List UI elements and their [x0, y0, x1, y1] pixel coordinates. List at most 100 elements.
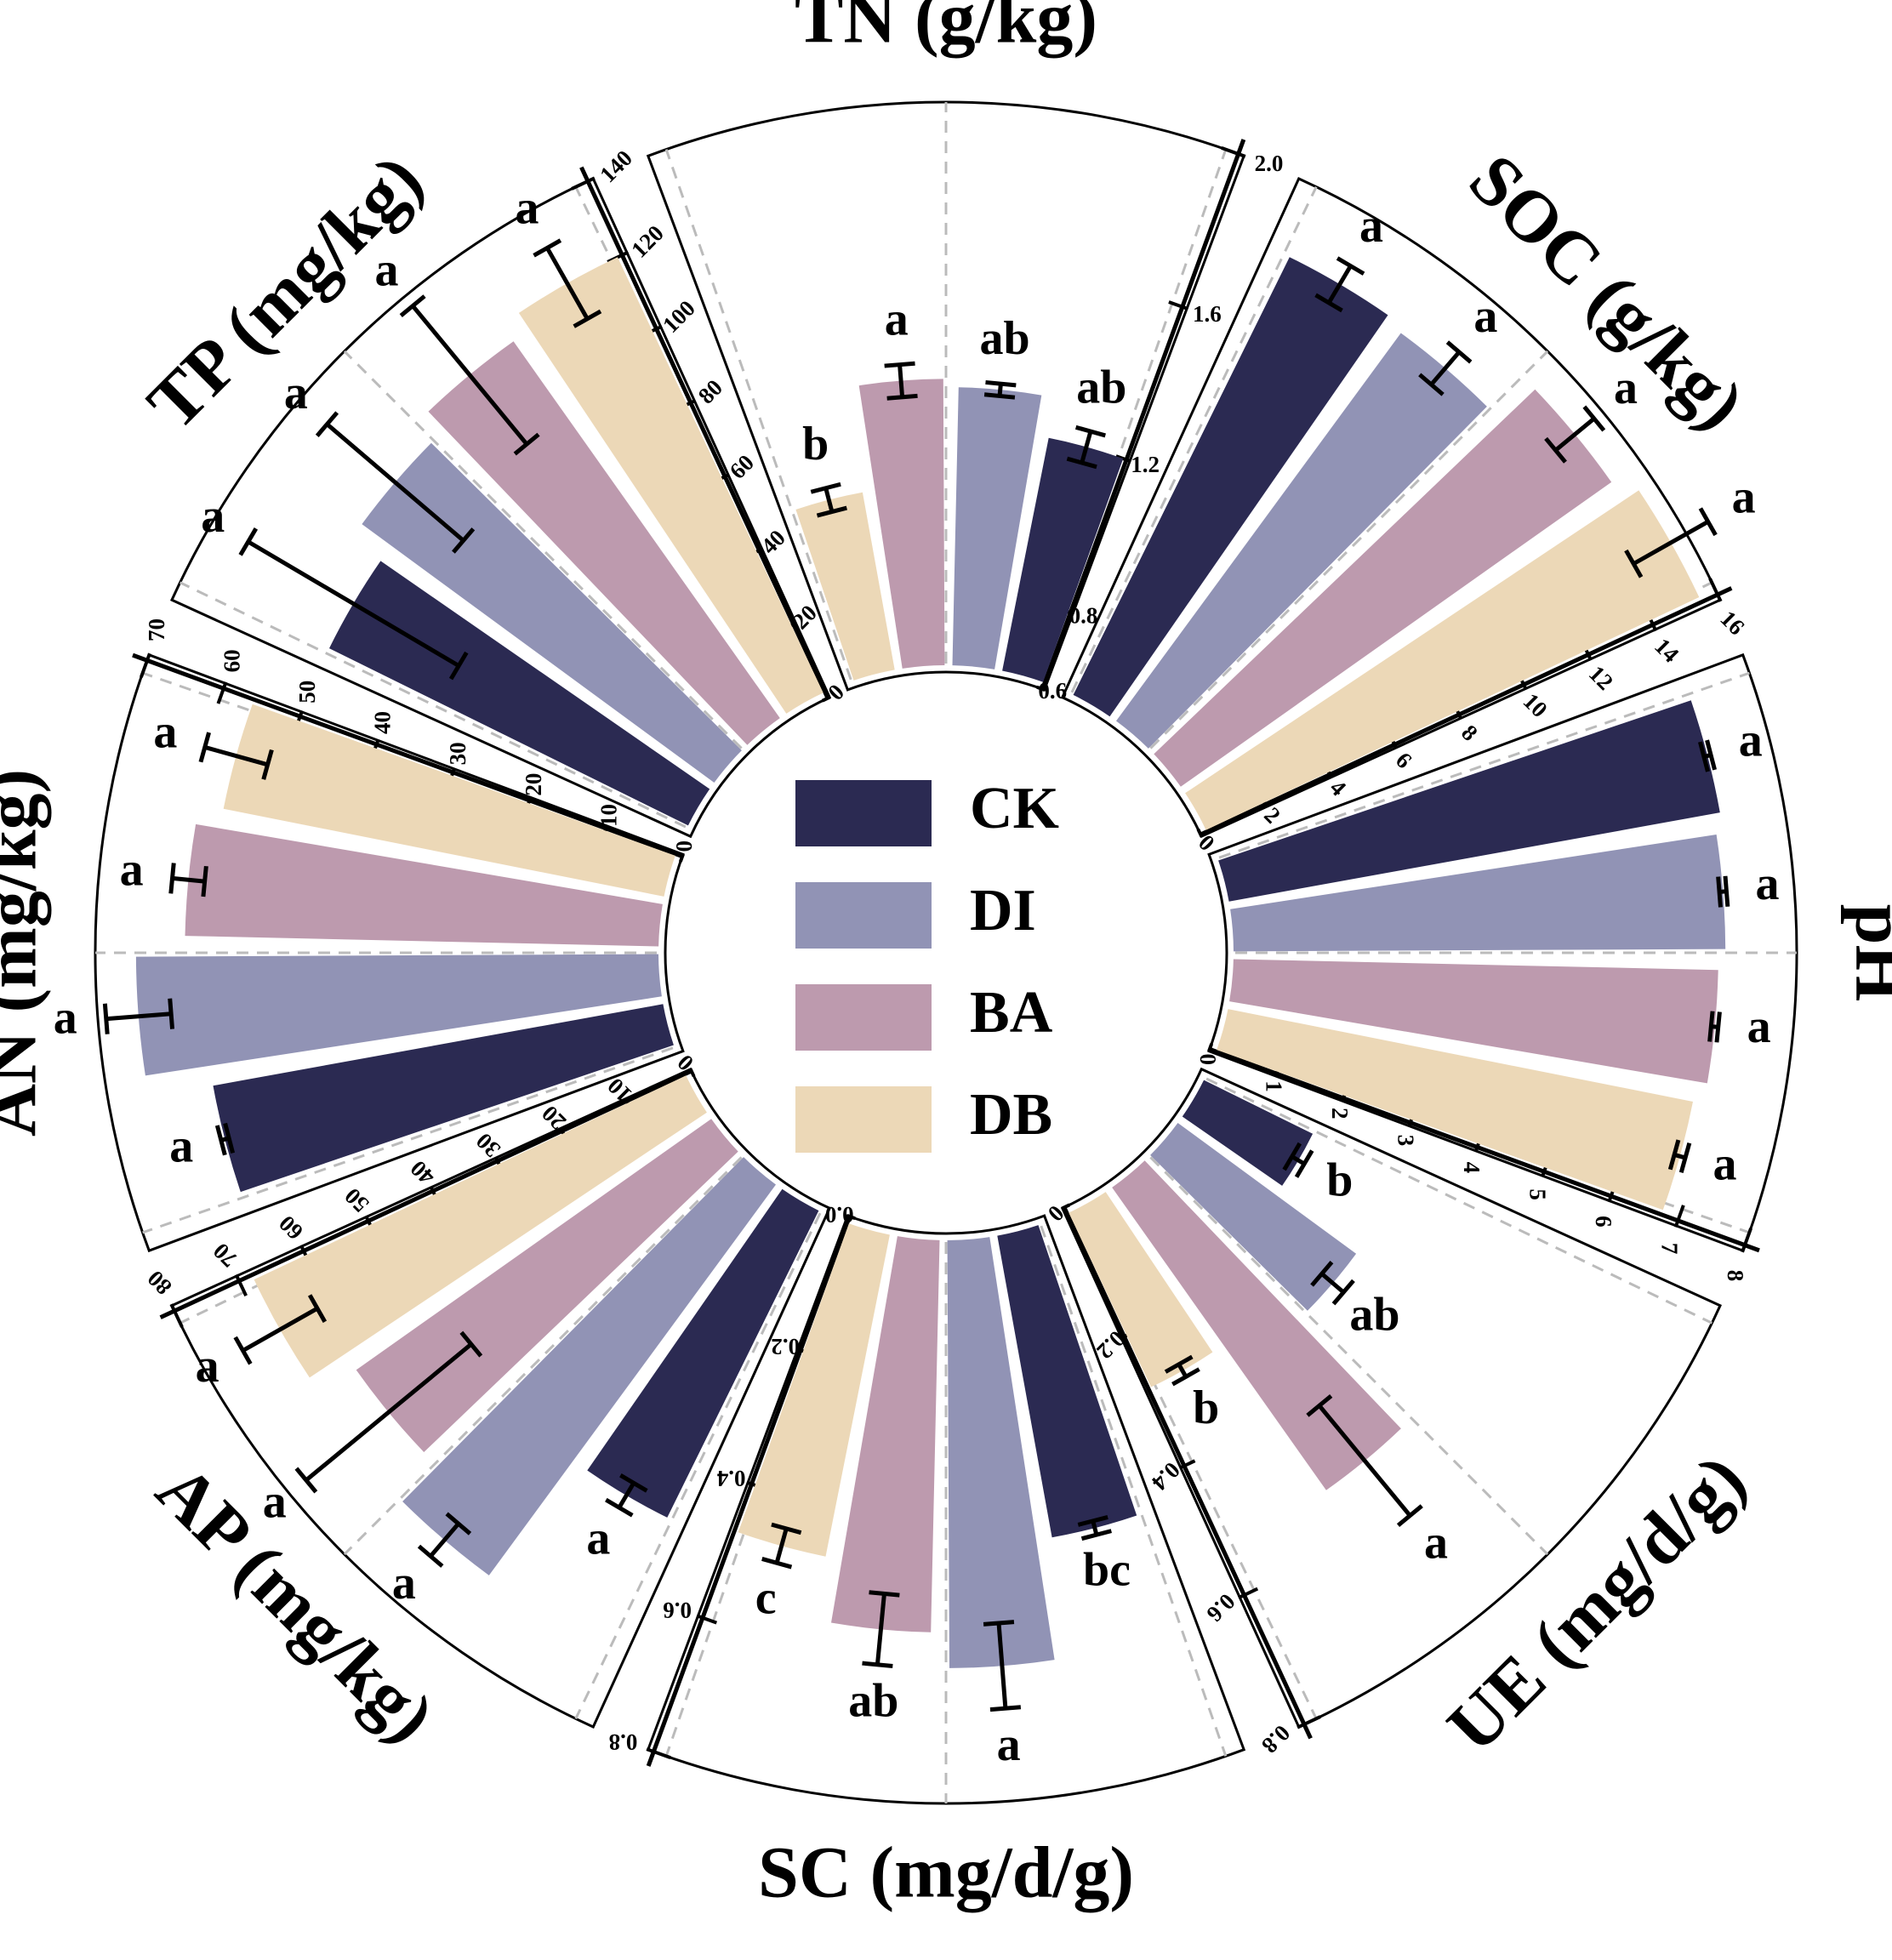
tick-mark	[1741, 1228, 1752, 1253]
error-cap	[989, 1705, 1022, 1712]
tick-mark	[1196, 828, 1204, 838]
tick-label: 60	[274, 1211, 308, 1245]
panel-frame	[170, 177, 832, 839]
error-cap	[1306, 1393, 1333, 1417]
panel-frame	[1060, 1067, 1722, 1729]
bar-ap-di	[402, 1157, 776, 1575]
tick-mark	[646, 1747, 671, 1759]
significance-letter: a	[1755, 858, 1779, 910]
tick-label: 40	[370, 711, 396, 734]
tick-mark	[696, 1614, 718, 1625]
bar-tp-di	[362, 442, 742, 783]
legend-swatch-ba	[795, 984, 932, 1051]
axis-title-ue: UE (mg/d/g)	[1432, 1439, 1761, 1768]
error-cap	[1707, 1011, 1715, 1042]
tick-mark	[678, 853, 685, 863]
tick-label: 2.0	[1255, 151, 1284, 176]
bar-soc-db	[1185, 490, 1700, 830]
tick-label: 80	[693, 374, 727, 408]
error-cap	[261, 749, 274, 780]
error-bar	[1080, 430, 1093, 464]
error-cap	[417, 1544, 444, 1568]
significance-letter: a	[1732, 470, 1756, 523]
axis-title-ph: pH	[1840, 904, 1892, 1002]
tick-label: 30	[445, 742, 470, 765]
bar-soc-ba	[1154, 389, 1612, 787]
significance-letter: b	[1193, 1382, 1219, 1434]
significance-letter: a	[284, 367, 308, 419]
tick-label: 0.0	[825, 1202, 854, 1228]
tick-label: 0	[671, 840, 697, 852]
error-bar	[544, 247, 590, 320]
tick-label: 8	[1723, 1270, 1748, 1282]
tick-label: 50	[339, 1183, 373, 1217]
significance-letter: a	[1747, 1000, 1771, 1053]
error-cap	[619, 1473, 648, 1493]
error-bar	[1177, 1363, 1188, 1378]
significance-letter: a	[1424, 1517, 1448, 1570]
tick-label: 70	[208, 1238, 242, 1272]
significance-letter: a	[1359, 200, 1383, 253]
error-bar	[325, 422, 465, 543]
legend-label-di: DI	[970, 878, 1036, 943]
bar-tn-db	[795, 492, 895, 681]
error-cap	[1077, 1514, 1108, 1527]
legend: CK DI BA DB	[795, 776, 1059, 1153]
value-axis	[1200, 586, 1733, 837]
bar-sc-ba	[831, 1236, 940, 1632]
tick-mark	[846, 1214, 856, 1221]
error-cap	[1282, 1142, 1302, 1171]
error-cap	[448, 651, 469, 681]
tick-label: 16	[1715, 606, 1749, 640]
error-cap	[294, 1467, 318, 1494]
significance-letter: a	[586, 1513, 610, 1565]
grid-line	[664, 149, 852, 681]
significance-letter: a	[1739, 714, 1763, 766]
tick-label: 80	[142, 1266, 176, 1300]
bar-ue-ba	[1112, 1160, 1401, 1490]
axis-title-an: AN (mg/kg)	[0, 769, 52, 1137]
significance-letter: a	[201, 490, 225, 543]
panel-frame	[646, 1214, 1246, 1805]
bar-an-db	[223, 704, 675, 897]
tick-mark	[234, 1273, 248, 1296]
bar-ph-ba	[1229, 959, 1718, 1084]
error-bar	[1554, 416, 1596, 453]
panels-layer: 0.60.81.21.62.0ababab0246810121416aaaa01…	[54, 100, 1798, 1805]
tick-mark	[140, 652, 151, 678]
error-cap	[1331, 1279, 1355, 1306]
error-bar	[823, 487, 835, 512]
bar-sc-ck	[997, 1225, 1137, 1538]
error-cap	[1723, 875, 1730, 907]
error-cap	[1294, 1149, 1314, 1178]
tick-mark	[169, 1303, 184, 1328]
error-bar	[898, 364, 905, 397]
tick-label: 140	[595, 145, 637, 188]
error-cap	[1544, 436, 1567, 464]
error-cap	[573, 309, 602, 328]
tick-label: 7	[1657, 1243, 1683, 1255]
bar-ph-db	[1217, 1009, 1693, 1211]
error-cap	[761, 1557, 793, 1570]
bar-ap-db	[254, 1075, 707, 1378]
tick-mark	[1221, 146, 1246, 158]
error-bar	[172, 875, 205, 884]
error-bar	[996, 1622, 1008, 1709]
bar-tn-di	[952, 387, 1042, 669]
tick-label: 5	[1525, 1188, 1551, 1200]
error-cap	[533, 238, 562, 258]
error-cap	[983, 392, 1016, 400]
legend-label-ck: CK	[970, 776, 1059, 841]
tick-mark	[688, 1068, 696, 1078]
error-bar	[203, 744, 269, 767]
tick-label: 0.6	[1038, 678, 1067, 704]
tick-label: 2	[1327, 1108, 1353, 1120]
value-axis	[646, 1216, 852, 1767]
value-axis	[159, 1068, 692, 1319]
significance-letter: a	[392, 1557, 416, 1610]
error-cap	[238, 527, 259, 556]
significance-letter: ab	[1349, 1288, 1399, 1341]
tick-label: 0.4	[717, 1466, 746, 1491]
